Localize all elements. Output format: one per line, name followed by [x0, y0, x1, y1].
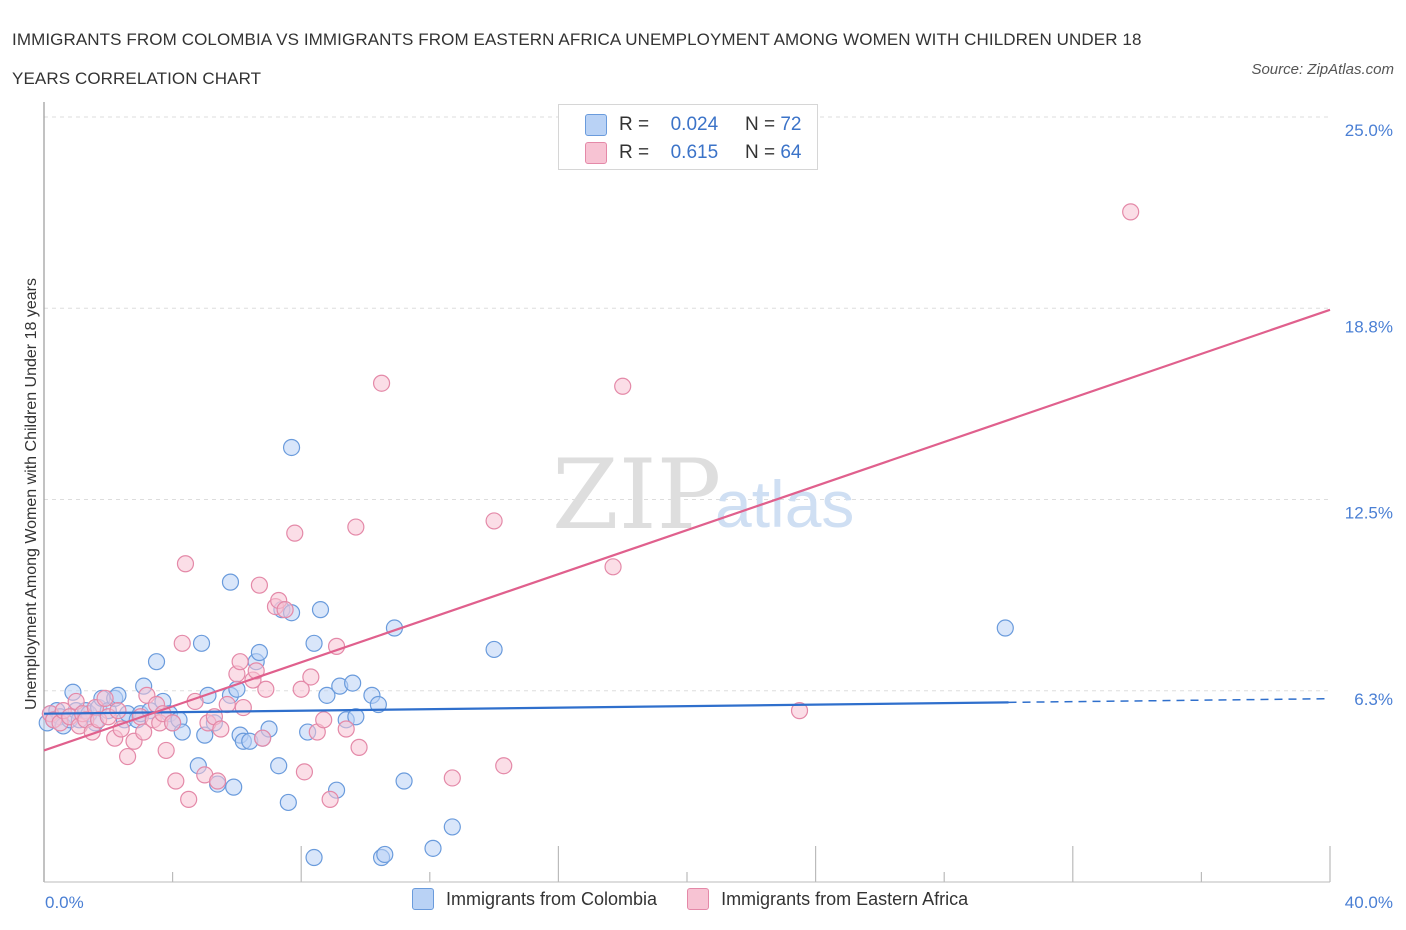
eastern-africa-point — [257, 680, 275, 698]
colombia-point — [443, 818, 461, 836]
colombia-point — [376, 845, 394, 864]
eastern-africa-point — [495, 757, 513, 775]
trend-lines — [43, 308, 1331, 752]
eastern-africa-point — [372, 374, 391, 392]
eastern-africa-point — [135, 723, 153, 741]
eastern-africa-point — [157, 741, 175, 760]
source-credit: Source: ZipAtlas.com — [1251, 61, 1394, 78]
correlation-legend: R = 0.024 N = 72 R = 0.615 N = 64 — [558, 104, 818, 170]
eastern-africa-point — [212, 720, 230, 738]
colombia-trend-line — [43, 701, 1009, 715]
eastern-africa-point — [209, 772, 227, 790]
eastern-africa-legend-label: Immigrants from Eastern Africa — [721, 888, 969, 909]
eastern-africa-point — [321, 790, 339, 808]
colombia-point — [305, 634, 323, 652]
eastern-africa-point — [250, 576, 269, 594]
eastern-africa-point — [173, 634, 191, 652]
watermark-atlas: atlas — [715, 467, 854, 541]
colombia-point — [347, 708, 365, 726]
eastern-africa-point — [614, 377, 632, 395]
series-eastern-africa-points — [41, 203, 1140, 808]
eastern-africa-point — [347, 518, 365, 536]
eastern-africa-point — [302, 668, 320, 686]
eastern-africa-point — [443, 769, 461, 787]
colombia-point — [225, 778, 243, 796]
y-axis-label: Unemployment Among Women with Children U… — [23, 278, 40, 710]
legend-r-value: 0.024 — [670, 114, 719, 135]
legend-item-eastern-africa[interactable]: Immigrants from Eastern Africa — [687, 888, 968, 910]
eastern-africa-point — [231, 653, 249, 671]
eastern-africa-point — [218, 695, 236, 714]
eastern-africa-point — [109, 702, 127, 720]
legend-r-label: R = — [619, 114, 650, 135]
colombia-point — [311, 601, 330, 619]
colombia-swatch — [585, 114, 607, 136]
eastern-africa-trend-line — [43, 308, 1331, 752]
legend-row-eastern-africa: R = 0.615 N = 64 — [585, 139, 801, 167]
eastern-africa-point — [337, 720, 355, 738]
x-tick-label: 0.0% — [45, 893, 84, 912]
tick-labels: 6.3% 12.5% 18.8% 25.0% 0.0% 40.0% — [45, 121, 1393, 912]
series-legend: Immigrants from Colombia Immigrants from… — [412, 888, 998, 910]
colombia-point — [250, 643, 269, 662]
y-tick-label: 12.5% — [1345, 504, 1393, 523]
colombia-trend-extension — [1008, 697, 1331, 704]
eastern-africa-point — [286, 524, 304, 542]
eastern-africa-point — [790, 702, 809, 720]
eastern-africa-point — [350, 738, 368, 756]
eastern-africa-point — [276, 601, 294, 619]
colombia-point — [424, 839, 442, 857]
colombia-legend-swatch — [412, 888, 434, 910]
legend-n-label: N = — [744, 114, 776, 135]
y-tick-label: 18.8% — [1345, 317, 1393, 336]
colombia-point — [270, 757, 288, 775]
eastern-africa-point — [180, 790, 198, 808]
eastern-africa-point — [234, 698, 252, 717]
colombia-point — [369, 695, 387, 714]
colombia-point — [221, 573, 240, 591]
eastern-africa-legend-swatch — [687, 888, 710, 910]
colombia-point — [344, 674, 362, 692]
watermark-zip: ZIP — [552, 439, 721, 551]
colombia-point — [485, 640, 503, 659]
eastern-africa-point — [485, 512, 503, 530]
legend-r-label: R = — [619, 142, 650, 163]
colombia-point — [395, 772, 413, 790]
y-tick-label: 6.3% — [1354, 690, 1393, 709]
eastern-africa-point — [1122, 203, 1140, 221]
legend-n-value: 64 — [780, 142, 802, 163]
legend-r-value: 0.615 — [670, 142, 719, 163]
colombia-point — [279, 793, 297, 812]
eastern-africa-swatch — [585, 142, 607, 164]
axes — [43, 102, 1330, 883]
eastern-africa-point — [292, 680, 310, 698]
eastern-africa-point — [315, 711, 333, 729]
eastern-africa-point — [167, 772, 185, 790]
legend-n-value: 72 — [780, 114, 802, 135]
colombia-point — [147, 653, 166, 671]
eastern-africa-point — [118, 747, 137, 766]
chart-title: IMMIGRANTS FROM COLOMBIA VS IMMIGRANTS F… — [12, 30, 1142, 88]
x-tick-label: 40.0% — [1345, 893, 1393, 912]
legend-n-label: N = — [744, 142, 776, 163]
colombia-point — [192, 634, 211, 652]
eastern-africa-point — [96, 689, 114, 708]
watermark: ZIP atlas — [552, 439, 854, 551]
eastern-africa-point — [254, 729, 272, 747]
legend-row-colombia: R = 0.024 N = 72 — [585, 111, 801, 139]
eastern-africa-point — [176, 555, 195, 573]
colombia-point — [282, 438, 301, 457]
colombia-point — [996, 619, 1014, 637]
eastern-africa-point — [295, 763, 314, 781]
legend-item-colombia[interactable]: Immigrants from Colombia — [412, 888, 657, 910]
colombia-legend-label: Immigrants from Colombia — [446, 888, 658, 909]
eastern-africa-point — [164, 714, 182, 732]
colombia-point — [318, 686, 336, 704]
y-tick-label: 25.0% — [1345, 121, 1393, 140]
eastern-africa-point — [604, 558, 622, 576]
colombia-point — [305, 848, 323, 867]
